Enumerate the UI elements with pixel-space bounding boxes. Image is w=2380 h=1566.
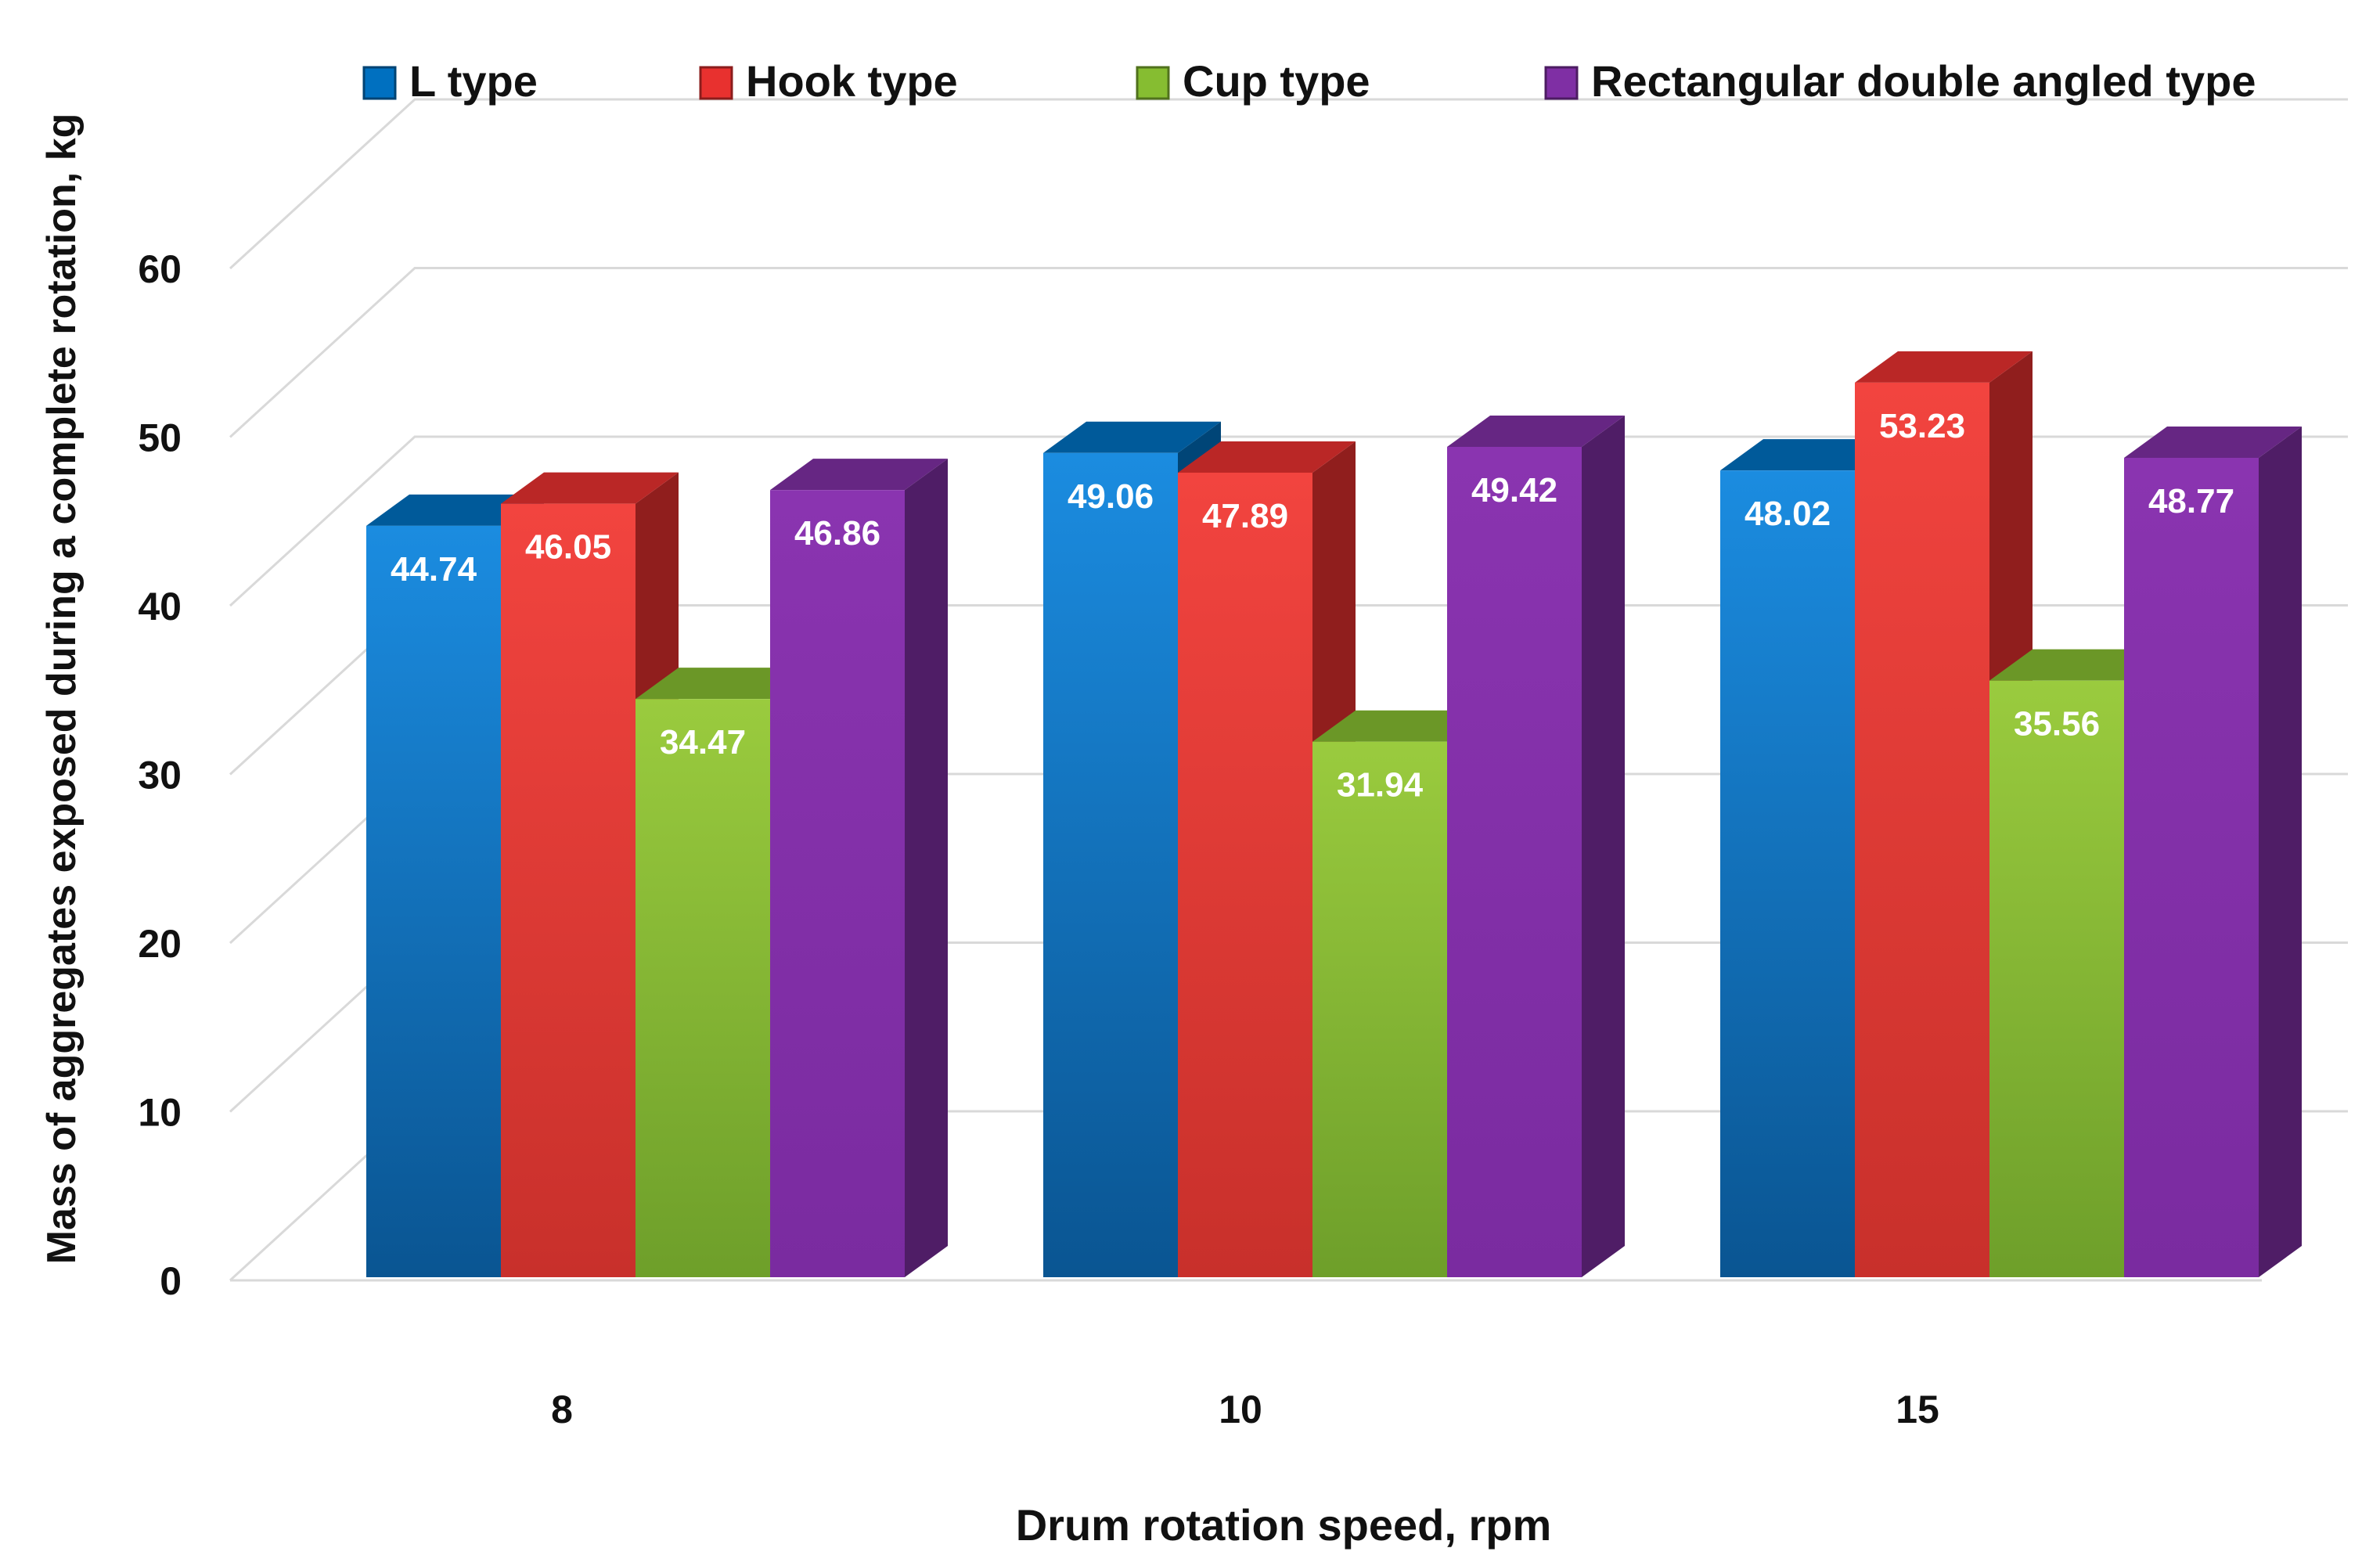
- bar-front: [1447, 446, 1582, 1277]
- bar-side: [2259, 427, 2302, 1277]
- data-label: 34.47: [660, 723, 746, 761]
- bar-front: [770, 490, 905, 1277]
- gridline: [229, 98, 2348, 270]
- y-axis-label: Mass of aggregates exposed during a comp…: [39, 113, 85, 1265]
- x-axis-ticks: 8 10 15: [551, 1388, 1939, 1431]
- y-tick-label: 30: [138, 754, 182, 797]
- data-label: 48.02: [1744, 495, 1831, 533]
- y-axis-ticks: 0 10 20 30 40 50 60: [138, 247, 182, 1303]
- bar-front: [1720, 470, 1855, 1278]
- bar-front: [1178, 472, 1312, 1278]
- bar-front: [1855, 382, 1989, 1277]
- bar-front: [501, 503, 636, 1277]
- data-label: 48.77: [2148, 482, 2234, 520]
- bar-top: [1855, 351, 2033, 383]
- y-tick-label: 20: [138, 922, 182, 966]
- data-label: 49.42: [1471, 471, 1557, 509]
- gridline: [229, 435, 2348, 607]
- bar-top: [501, 472, 679, 504]
- bar-top: [1043, 421, 1221, 453]
- bar-top: [366, 494, 544, 526]
- bar-side: [905, 459, 948, 1277]
- y-tick-label: 50: [138, 416, 182, 460]
- bar: 48.77: [2124, 427, 2302, 1277]
- legend-item: Rectangular double angled type: [1544, 56, 2256, 106]
- data-label: 47.89: [1202, 497, 1288, 535]
- bar-front: [1043, 452, 1178, 1277]
- legend-item: Hook type: [699, 56, 958, 106]
- data-label: 49.06: [1068, 477, 1154, 516]
- data-label: 46.86: [794, 514, 880, 553]
- y-tick-label: 0: [160, 1259, 182, 1303]
- bar-front: [1312, 741, 1447, 1277]
- legend-label: Rectangular double angled type: [1591, 56, 2256, 106]
- bar-top: [1312, 710, 1490, 742]
- bar-top: [1989, 649, 2167, 681]
- bar: 46.86: [770, 459, 948, 1277]
- x-tick-label: 8: [551, 1388, 573, 1431]
- legend: L type Hook type Cup type Rectangular doubl…: [362, 56, 2256, 106]
- bar-top: [1720, 439, 1898, 471]
- y-tick-label: 10: [138, 1091, 182, 1135]
- data-label: 31.94: [1337, 766, 1424, 805]
- bar-top: [1447, 415, 1625, 447]
- bar-front: [1989, 680, 2124, 1277]
- x-tick-label: 15: [1896, 1388, 1939, 1431]
- bar: 49.42: [1447, 415, 1625, 1277]
- bars: 44.74 46.05 34.47 46.86 49.06 47.89 31.94 49.42…: [366, 351, 2302, 1278]
- bar-front: [366, 525, 501, 1277]
- x-axis-label: Drum rotation speed, rpm: [1016, 1500, 1552, 1550]
- legend-swatch: [1544, 66, 1579, 100]
- bar-top: [1178, 441, 1356, 473]
- bar-top: [770, 459, 948, 491]
- bar-front: [2124, 458, 2259, 1277]
- legend-swatch: [699, 66, 733, 100]
- data-label: 44.74: [391, 550, 477, 589]
- legend-swatch: [362, 66, 397, 100]
- data-label: 35.56: [2014, 705, 2100, 743]
- legend-swatch: [1136, 66, 1170, 100]
- bar-top: [636, 668, 813, 700]
- legend-item: Cup type: [1136, 56, 1370, 106]
- y-tick-label: 40: [138, 585, 182, 628]
- x-tick-label: 10: [1219, 1388, 1262, 1431]
- legend-label: Hook type: [746, 56, 958, 106]
- legend-label: Cup type: [1183, 56, 1370, 106]
- legend-label: L type: [409, 56, 538, 106]
- gridline: [229, 267, 2348, 438]
- bar-side: [1582, 415, 1625, 1277]
- data-label: 53.23: [1879, 407, 1965, 445]
- bar-top: [2124, 427, 2302, 459]
- bar-front: [636, 699, 770, 1277]
- data-label: 46.05: [525, 528, 611, 567]
- legend-item: L type: [362, 56, 538, 106]
- y-tick-label: 60: [138, 247, 182, 291]
